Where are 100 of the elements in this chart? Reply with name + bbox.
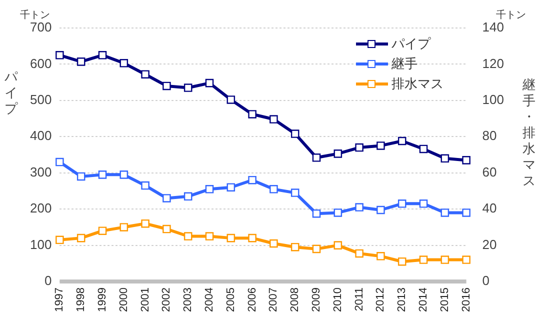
x-tick-label: 2014 xyxy=(418,288,430,312)
point xyxy=(419,144,428,154)
point xyxy=(334,150,342,158)
legend-label: 排水マス xyxy=(391,76,444,93)
point xyxy=(184,84,192,92)
x-tick-label: 1998 xyxy=(75,288,88,312)
y-tick-label: 600 xyxy=(30,56,52,71)
point xyxy=(419,200,428,208)
point xyxy=(270,115,278,124)
point xyxy=(312,154,321,162)
point xyxy=(355,143,364,152)
point xyxy=(270,239,278,248)
point xyxy=(76,234,86,242)
point xyxy=(205,78,214,88)
x-tick-label: 2010 xyxy=(332,288,344,312)
point xyxy=(334,208,342,217)
y2-tick-label: 40 xyxy=(482,200,497,216)
point xyxy=(376,252,385,260)
point xyxy=(462,156,470,164)
point xyxy=(312,209,321,218)
point xyxy=(226,96,236,104)
point xyxy=(141,181,150,190)
y-tick-label: 400 xyxy=(30,128,52,144)
point xyxy=(398,200,406,208)
y-tick-label: 0 xyxy=(44,273,52,288)
point xyxy=(290,188,300,197)
point xyxy=(98,170,107,179)
point xyxy=(376,142,385,150)
x-tick-label: 2007 xyxy=(268,288,280,312)
x-tick-label: 2015 xyxy=(438,288,451,312)
point xyxy=(76,172,86,181)
point xyxy=(98,51,107,60)
point xyxy=(270,185,278,194)
point xyxy=(184,192,192,201)
y-tick-label: 200 xyxy=(30,200,52,216)
point xyxy=(120,58,128,68)
x-tick-label: 2000 xyxy=(118,288,130,312)
point xyxy=(355,249,364,258)
x-tick-label: 2003 xyxy=(182,288,194,312)
point xyxy=(98,226,107,235)
x-tick-label: 2011 xyxy=(353,288,366,312)
point xyxy=(419,256,428,264)
y-tick-label: 500 xyxy=(30,92,52,108)
point xyxy=(440,256,450,264)
y-tick-label: 300 xyxy=(30,164,52,180)
x-tick-label: 1999 xyxy=(96,288,109,312)
x-tick-label: 2009 xyxy=(310,288,323,312)
point xyxy=(248,234,256,242)
point xyxy=(440,208,450,217)
legend-label: 継手 xyxy=(391,56,418,73)
point xyxy=(205,185,214,194)
y2-tick-label: 120 xyxy=(482,56,504,71)
point xyxy=(440,154,450,163)
x-tick-label: 2005 xyxy=(224,288,237,312)
x-tick-label: 2013 xyxy=(396,288,408,312)
text: 千トン xyxy=(496,8,526,22)
point xyxy=(56,158,64,166)
point xyxy=(56,51,64,60)
point xyxy=(462,208,470,217)
point xyxy=(398,257,406,266)
point xyxy=(290,242,300,252)
point xyxy=(226,234,236,242)
x-tick-label: 2008 xyxy=(289,288,302,312)
point xyxy=(141,219,150,228)
y-tick-label: 700 xyxy=(30,20,52,35)
x-tick-label: 1997 xyxy=(54,288,66,312)
x-tick-label: 2004 xyxy=(204,288,216,312)
y2-tick-label: 100 xyxy=(482,92,504,108)
point xyxy=(462,256,470,264)
point xyxy=(76,58,86,66)
text: 千トン xyxy=(20,8,50,22)
y2-tick-label: 60 xyxy=(482,164,497,180)
y2-tick-label: 140 xyxy=(482,20,504,35)
point xyxy=(120,223,128,232)
y2-tick-label: 80 xyxy=(482,128,497,144)
x-tick-label: 2012 xyxy=(374,288,387,312)
point xyxy=(205,232,214,240)
point xyxy=(162,194,171,202)
point xyxy=(226,183,236,192)
x-tick-label: 2002 xyxy=(160,288,173,312)
point xyxy=(120,170,128,179)
point xyxy=(290,130,300,138)
point xyxy=(56,236,64,244)
x-tick-label: 2016 xyxy=(460,288,472,312)
y2-tick-label: 20 xyxy=(482,236,497,252)
point xyxy=(162,224,171,234)
point xyxy=(355,203,364,212)
point xyxy=(334,241,342,250)
x-tick-label: 2006 xyxy=(246,288,258,312)
point xyxy=(376,206,385,214)
y2-tick-label: 0 xyxy=(482,273,490,288)
point xyxy=(312,244,321,254)
y-tick-label: 100 xyxy=(30,236,52,252)
legend-label: パイプ xyxy=(391,36,430,53)
point xyxy=(398,136,406,146)
y-axis-title: パイプ xyxy=(4,70,18,118)
x-tick-label: 2001 xyxy=(139,288,152,312)
point xyxy=(248,176,256,184)
point xyxy=(162,82,171,90)
point xyxy=(248,110,256,118)
